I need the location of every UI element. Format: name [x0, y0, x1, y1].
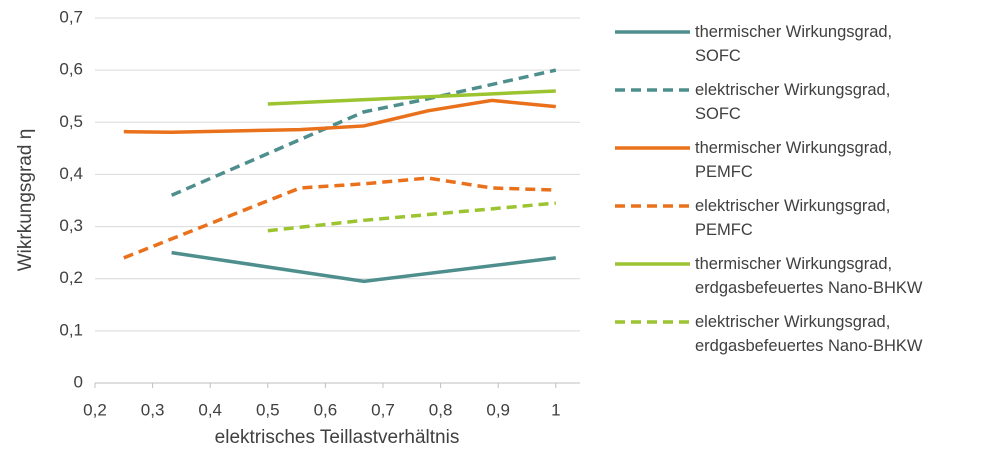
y-tick-label: 0,4 [59, 164, 83, 183]
y-tick-label: 0,5 [59, 112, 83, 131]
data-line [170, 68, 557, 197]
x-tick-label: 0,4 [198, 400, 222, 419]
legend-label: thermischer Wirkungsgrad, erdgasbefeuert… [695, 255, 923, 297]
y-tick-label: 0 [74, 372, 83, 391]
x-tick-label: 0,2 [83, 400, 107, 419]
x-tick-label: 0,7 [371, 400, 395, 419]
data-line [171, 250, 557, 284]
x-tick-label: 0,3 [141, 400, 165, 419]
legend-label: thermischer Wirkungsgrad, PEMFC [695, 139, 893, 181]
x-axis-title: elektrisches Teillastverhältnis [215, 427, 460, 448]
legend-label: elektrischer Wirkungsgrad, SOFC [695, 81, 891, 123]
x-tick-label: 0,6 [314, 400, 338, 419]
y-tick-label: 0,3 [59, 216, 83, 235]
y-tick-label: 0,7 [59, 7, 83, 26]
x-tick-label: 0,5 [256, 400, 280, 419]
data-line [123, 176, 556, 260]
y-tick-label: 0,1 [59, 320, 83, 339]
y-axis-title: Wikrkungsgrad η [15, 129, 36, 272]
x-tick-label: 0,8 [429, 400, 453, 419]
x-tick-label: 0,9 [486, 400, 510, 419]
y-tick-label: 0,2 [59, 268, 83, 287]
legend-label: elektrischer Wirkungsgrad, PEMFC [695, 197, 891, 239]
legend-label: elektrischer Wirkungsgrad, erdgasbefeuer… [695, 313, 923, 355]
data-line [123, 98, 556, 134]
y-tick-label: 0,6 [59, 60, 83, 79]
data-line [267, 89, 556, 106]
data-line [267, 201, 556, 233]
x-tick-label: 1 [551, 400, 560, 419]
legend-label: thermischer Wirkungsgrad, SOFC [695, 23, 893, 65]
